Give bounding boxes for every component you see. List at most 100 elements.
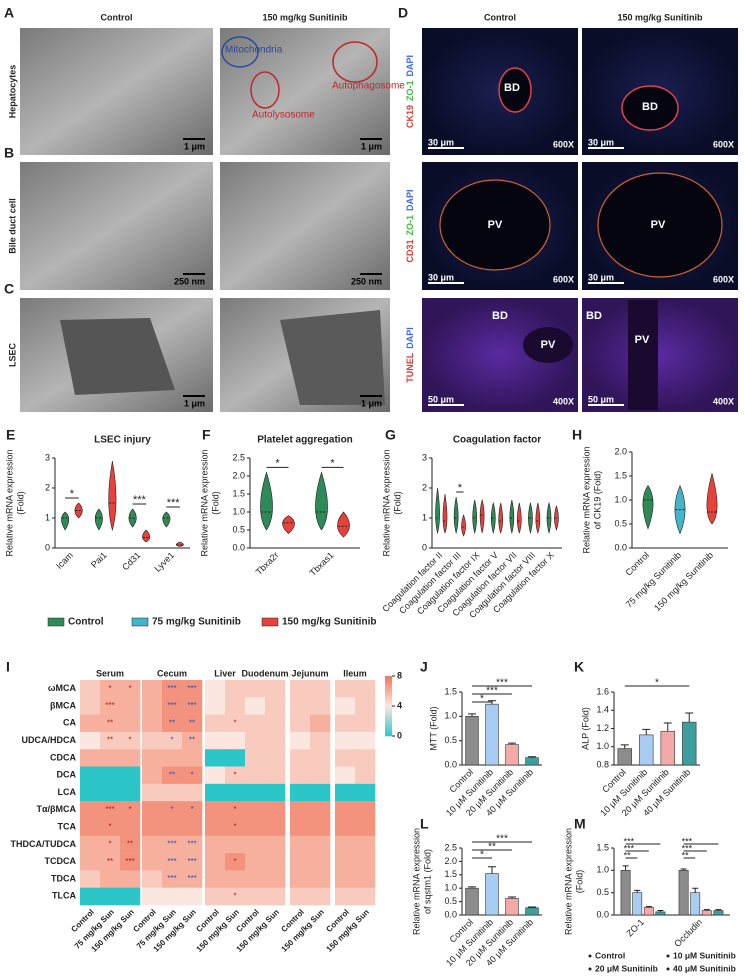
heat-cell <box>120 801 141 819</box>
colorbar-tick-label: 4 <box>397 700 402 710</box>
significance-label: *** <box>624 843 635 853</box>
heat-cell <box>265 749 286 767</box>
heat-cell <box>265 801 286 819</box>
bar <box>525 757 539 766</box>
colorbar-segment <box>385 721 392 724</box>
cell-label: ** <box>169 718 175 727</box>
cell-label: * <box>128 736 131 745</box>
heat-cell <box>205 697 226 715</box>
bar <box>620 870 631 916</box>
heat-cell <box>120 818 141 837</box>
violin <box>535 502 541 534</box>
heat-cell <box>120 731 141 750</box>
image-label: Autolysosome <box>252 110 315 121</box>
panel-letter: A <box>4 5 14 21</box>
legend-swatch <box>47 617 65 627</box>
heat-cell <box>245 749 266 767</box>
heat-cell <box>265 870 286 888</box>
image-label: PV <box>488 219 503 231</box>
heat-cell <box>335 697 356 715</box>
heat-cell <box>80 870 101 888</box>
heat-cell <box>310 697 331 715</box>
heat-cell <box>355 801 376 819</box>
y-axis-label: (Fold) <box>15 491 25 515</box>
y-tick-label: 2.5 <box>232 452 245 462</box>
colorbar-segment <box>385 716 392 720</box>
x-tick-label: Control <box>624 550 652 578</box>
group-label: Duodenum <box>242 668 289 678</box>
group-label: Serum <box>96 668 124 678</box>
heat-cell <box>225 697 246 715</box>
heat-cell <box>290 870 311 888</box>
heat-cell <box>100 749 121 767</box>
heat-cell <box>80 801 101 819</box>
heat-cell <box>335 853 356 871</box>
significance-label: * <box>70 488 75 500</box>
chart-title: Coagulation factor <box>453 435 541 446</box>
y-tick-label: 1.0 <box>596 741 609 751</box>
stain-label: CK19 <box>405 105 415 128</box>
heat-cell <box>205 835 226 854</box>
error-bar <box>508 742 516 745</box>
violin <box>516 502 522 534</box>
y-tick-label: 1 <box>422 512 427 522</box>
y-tick-label: 2.0 <box>444 856 457 866</box>
heat-cell <box>225 853 246 871</box>
panel-letter: E <box>6 427 15 443</box>
heat-cell <box>182 801 203 819</box>
heat-cell <box>310 801 331 819</box>
bar <box>505 898 519 916</box>
heat-cell <box>310 835 331 854</box>
em-image <box>20 28 213 155</box>
cell-label: *** <box>167 874 176 883</box>
y-axis-label: ALP (Fold) <box>580 707 590 750</box>
heat-cell <box>120 835 141 854</box>
colorbar-segment <box>385 693 392 696</box>
y-tick-label: 1.5 <box>444 686 457 696</box>
y-tick-label: 1.5 <box>596 842 609 852</box>
colorbar-segment <box>385 706 392 709</box>
row-label: CDCA <box>50 752 76 762</box>
heat-cell <box>225 887 246 906</box>
violin <box>337 511 350 538</box>
y-tick-label: 0 <box>45 542 50 552</box>
heat-cell <box>80 887 101 906</box>
bar <box>505 744 519 766</box>
colorbar-segment <box>385 699 392 703</box>
heat-cell <box>100 766 121 785</box>
heat-cell <box>182 714 203 733</box>
chart-title: Platelet aggregation <box>257 435 353 446</box>
magnification: 400X <box>553 396 574 406</box>
heat-cell <box>265 697 286 715</box>
image-label: BD <box>586 310 602 322</box>
colorbar-segment <box>385 723 392 726</box>
heat-cell <box>100 731 121 750</box>
row-label: Hepatocytes <box>7 65 17 119</box>
row-label: Bile duct cell <box>7 198 17 254</box>
bar <box>465 887 479 916</box>
heat-cell <box>310 887 331 906</box>
heat-cell <box>335 887 356 906</box>
duct <box>621 85 679 131</box>
row-label: ωMCA <box>48 683 77 693</box>
y-tick-label: 1.5 <box>614 470 627 480</box>
scale-bar-label: 50 μm <box>588 394 614 404</box>
violin <box>74 502 83 519</box>
heat-cell <box>120 714 141 733</box>
y-axis-label: of sqstm1 (Fold) <box>422 849 432 914</box>
y-axis-label: (Fold) <box>392 491 402 515</box>
bar <box>617 748 632 766</box>
panel-letter: J <box>420 659 428 675</box>
colorbar-tick-label: 8 <box>397 670 402 680</box>
heat-cell <box>142 697 163 715</box>
cell-label: * <box>128 805 131 814</box>
scale-bar-label: 30 μm <box>588 137 614 147</box>
row-label: DCA <box>57 770 77 780</box>
y-tick-label: 1.0 <box>444 711 457 721</box>
heat-cell <box>120 853 141 871</box>
heat-cell <box>120 680 141 698</box>
cell-label: * <box>233 805 236 814</box>
cell-label: *** <box>187 701 196 710</box>
violin <box>282 515 295 535</box>
heat-cell <box>100 870 121 888</box>
